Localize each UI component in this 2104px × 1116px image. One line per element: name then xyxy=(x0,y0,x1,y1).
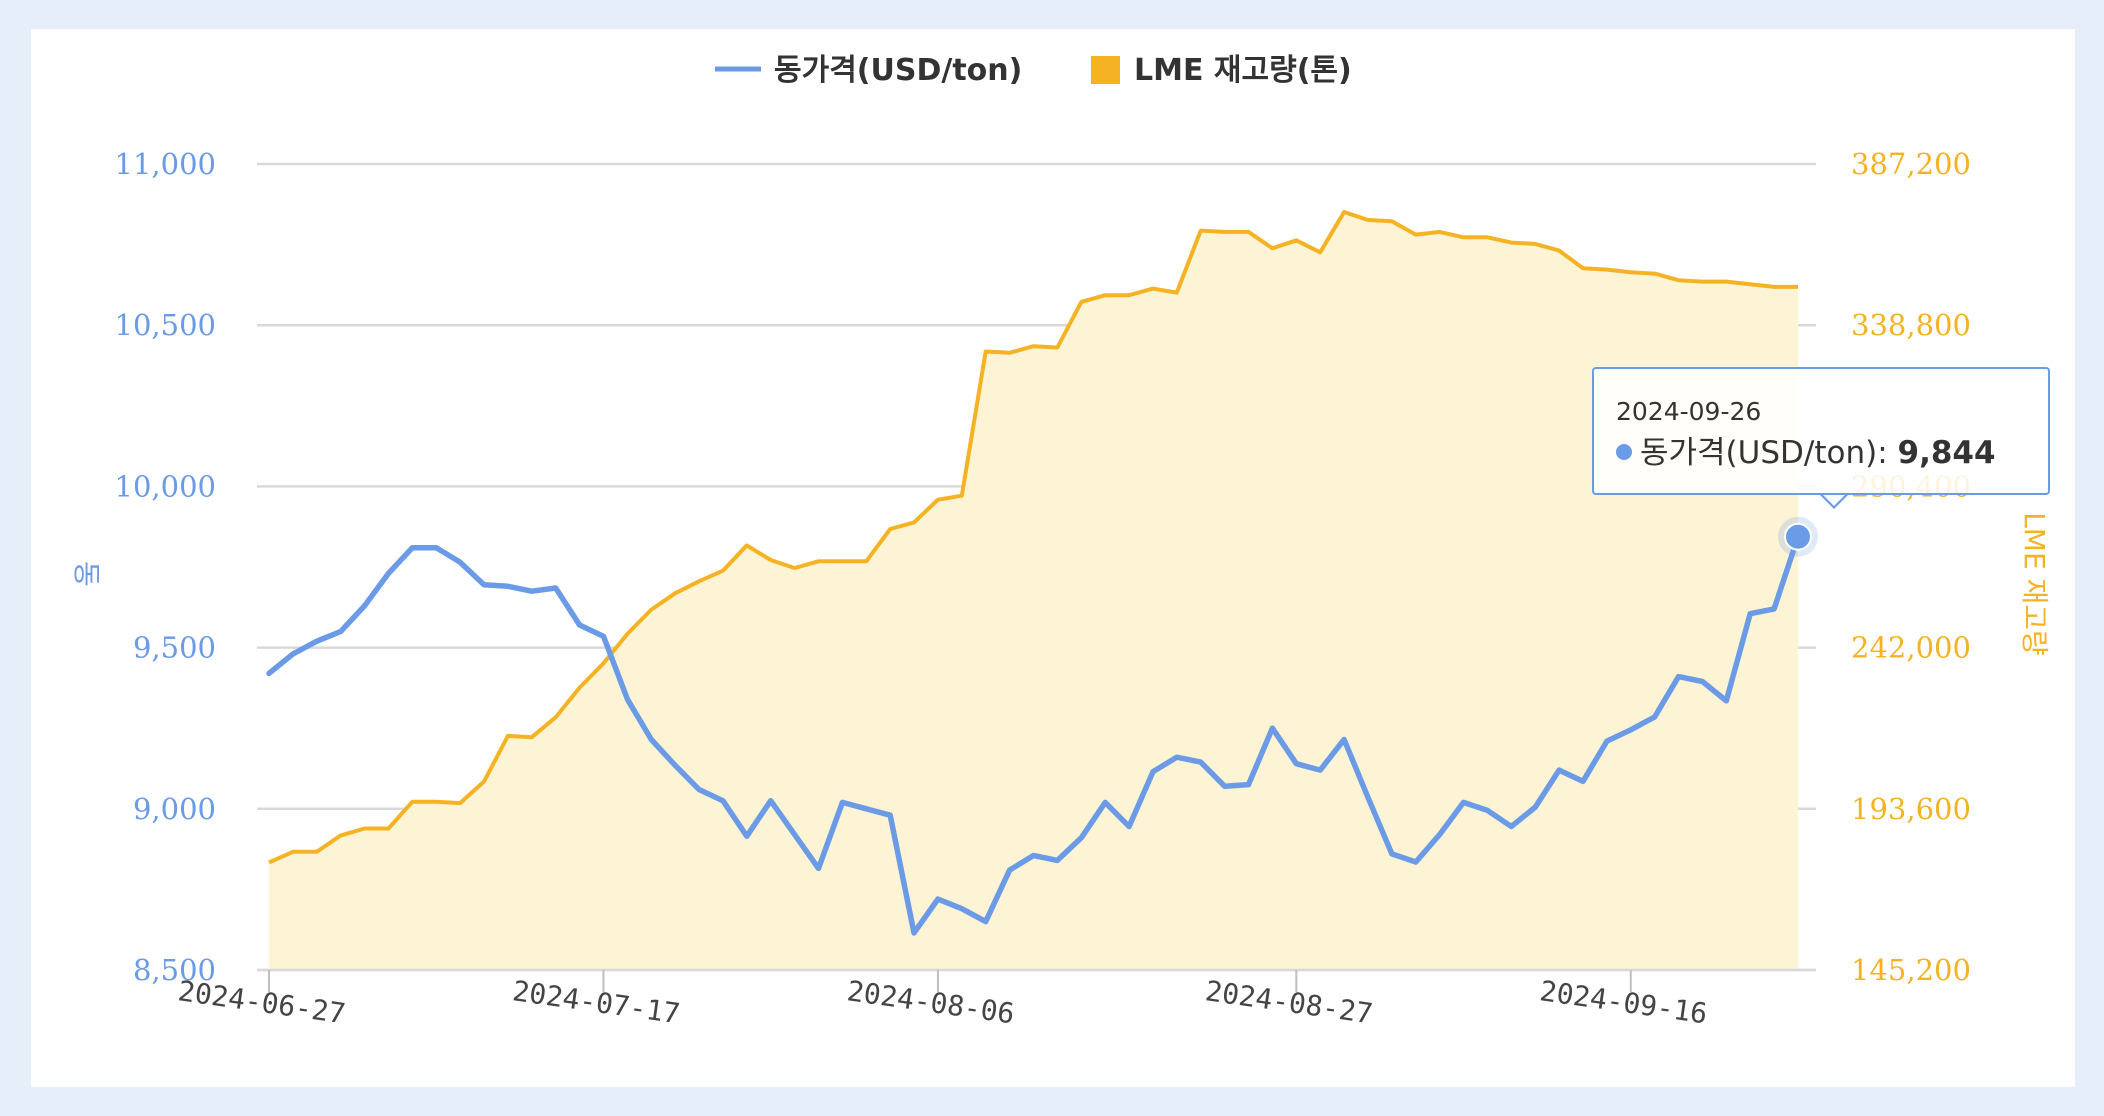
left-y-axis: 11,000 10,500 10,000 9,500 9,000 8,500 xyxy=(115,147,216,987)
right-tick-label: 193,600 xyxy=(1851,792,1971,826)
legend-item-price[interactable]: 동가격(USD/ton) xyxy=(715,53,1022,88)
tooltip-row: 동가격(USD/ton): 9,844 xyxy=(1616,431,2026,475)
left-tick-label: 8,500 xyxy=(133,953,216,987)
right-tick-label: 242,000 xyxy=(1851,631,1971,665)
right-tick-label: 145,200 xyxy=(1851,953,1971,987)
dual-axis-chart: 동가격(USD/ton) LME 재고량(톤) 11,000 10,500 10,0… xyxy=(70,53,2051,1030)
legend-swatch-icon xyxy=(1091,56,1120,84)
left-tick-label: 10,000 xyxy=(115,469,216,503)
chart-card: 동가격(USD/ton) LME 재고량(톤) 11,000 10,500 10,0… xyxy=(31,29,2075,1087)
hover-marker xyxy=(1778,516,1818,557)
right-tick-label: 338,800 xyxy=(1851,308,1971,342)
tooltip-arrow-inner xyxy=(1820,492,1848,506)
legend: 동가격(USD/ton) LME 재고량(톤) xyxy=(715,53,1352,88)
tooltip-date: 2024-09-26 xyxy=(1616,397,1762,426)
tooltip: 2024-09-26 동가격(USD/ton): 9,844 xyxy=(1592,367,2050,495)
right-y-axis: 387,200338,800290,400242,000193,600145,2… xyxy=(1851,147,1971,987)
left-tick-label: 11,000 xyxy=(115,147,216,181)
tooltip-series-name: 동가격(USD/ton) xyxy=(1640,435,1878,471)
x-tick-label: 2024-08-27 xyxy=(1203,974,1375,1030)
price-line-series xyxy=(266,533,1801,936)
price-line xyxy=(266,533,1801,936)
stock-area-series xyxy=(268,210,1798,970)
tooltip-dot-icon xyxy=(1616,443,1632,460)
x-tick-label: 2024-09-16 xyxy=(1538,974,1710,1030)
left-tick-label: 9,000 xyxy=(133,792,216,826)
left-tick-label: 9,500 xyxy=(133,631,216,665)
x-axis: 2024-06-27 2024-07-17 2024-08-06 2024-08-27… xyxy=(176,968,1816,1030)
x-tick-label: 2024-08-06 xyxy=(845,974,1017,1030)
right-tick-label: 387,200 xyxy=(1851,147,1971,181)
stock-line xyxy=(268,210,1798,865)
marker-point[interactable] xyxy=(1784,522,1812,551)
tooltip-value: 9,844 xyxy=(1897,435,1996,471)
legend-label-price: 동가격(USD/ton) xyxy=(774,53,1022,88)
right-axis-title: LME 재고량 xyxy=(2018,512,2051,656)
legend-label-stock: LME 재고량(톤) xyxy=(1134,53,1352,88)
legend-item-stock[interactable]: LME 재고량(톤) xyxy=(1091,53,1352,88)
left-axis-title: 동 xyxy=(70,561,103,587)
left-tick-label: 10,500 xyxy=(115,308,216,342)
stock-area-fill xyxy=(269,212,1798,970)
x-tick-label: 2024-06-27 xyxy=(176,974,348,1030)
x-tick-label: 2024-07-17 xyxy=(510,974,682,1030)
